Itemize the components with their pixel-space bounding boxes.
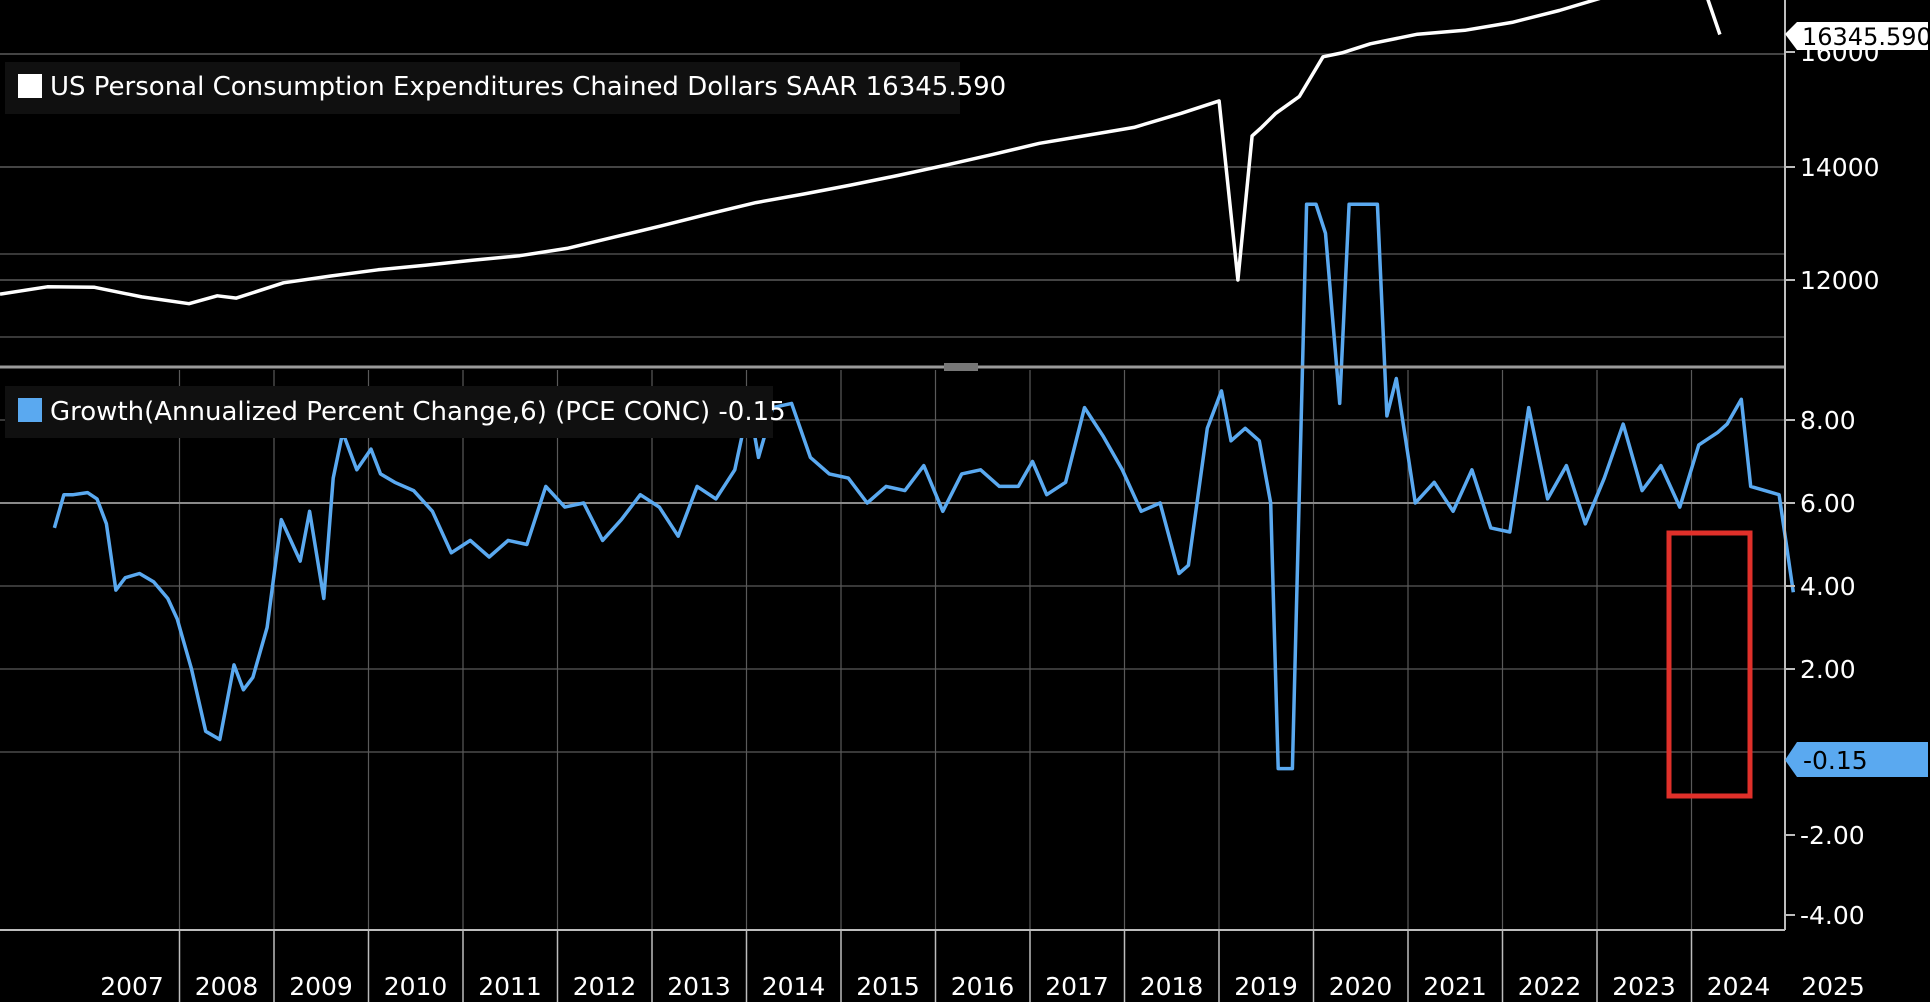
lower-y-tick-label: 4.00	[1800, 572, 1856, 601]
x-axis-year-label: 2018	[1140, 972, 1204, 1001]
x-axis-year-label: 2008	[195, 972, 259, 1001]
x-axis-year-label: 2011	[478, 972, 542, 1001]
upper-y-tick-label: 14000	[1800, 153, 1880, 182]
x-axis-year-label: 2019	[1234, 972, 1298, 1001]
lower-legend: Growth(Annualized Percent Change,6) (PCE…	[5, 386, 786, 438]
x-axis-year-label: 2020	[1329, 972, 1393, 1001]
x-axis-year-label: 2017	[1045, 972, 1109, 1001]
lower-legend-swatch	[18, 398, 42, 422]
growth-series-line	[52, 202, 1796, 771]
x-axis-year-label: 2023	[1612, 972, 1676, 1001]
grid-layer	[0, 53, 1785, 1002]
x-axis-year-label: 2010	[384, 972, 448, 1001]
pane-divider-handle[interactable]	[944, 363, 978, 371]
x-axis-year-label: 2015	[856, 972, 920, 1001]
pce-level-series-line	[0, 0, 1722, 306]
line-layer	[0, 0, 1796, 771]
x-axis-year-label: 2007	[100, 972, 164, 1001]
upper-legend-swatch	[18, 74, 42, 98]
lower-last-value-text: -0.15	[1803, 746, 1868, 775]
lower-legend-text: Growth(Annualized Percent Change,6) (PCE…	[50, 397, 786, 427]
lower-last-value-tag: -0.15	[1785, 742, 1928, 777]
upper-y-tick-label: 12000	[1800, 266, 1880, 295]
x-axis-year-label: 2012	[573, 972, 637, 1001]
lower-y-tick-label: 2.00	[1800, 655, 1856, 684]
lower-y-tick-label: 6.00	[1800, 489, 1856, 518]
x-axis-year-label: 2016	[951, 972, 1015, 1001]
lower-y-tick-label: 8.00	[1800, 406, 1856, 435]
upper-last-value-text: 16345.590	[1802, 23, 1930, 51]
upper-legend-text: US Personal Consumption Expenditures Cha…	[50, 72, 1006, 102]
x-axis-year-label: 2013	[667, 972, 731, 1001]
x-axis-year-label: 2025	[1801, 972, 1865, 1001]
upper-legend: US Personal Consumption Expenditures Cha…	[5, 62, 1006, 114]
x-axis-year-label: 2022	[1518, 972, 1582, 1001]
lower-y-tick-label: -2.00	[1800, 821, 1865, 850]
x-axis-year-label: 2009	[289, 972, 353, 1001]
highlight-box	[1666, 530, 1753, 799]
x-axis-year-label: 2021	[1423, 972, 1487, 1001]
x-axis-labels: 2007 2008 2009 2010 2011 2012 2013 2014 2015 2016…	[100, 972, 1865, 1001]
lower-y-ticks: 8.00 6.00 4.00 2.00 -2.00 -4.00	[1785, 406, 1865, 930]
upper-last-value-tag: 16345.590	[1785, 22, 1930, 51]
x-axis-year-label: 2024	[1707, 972, 1771, 1001]
x-axis-year-label: 2014	[762, 972, 826, 1001]
lower-y-tick-label: -4.00	[1800, 901, 1865, 930]
